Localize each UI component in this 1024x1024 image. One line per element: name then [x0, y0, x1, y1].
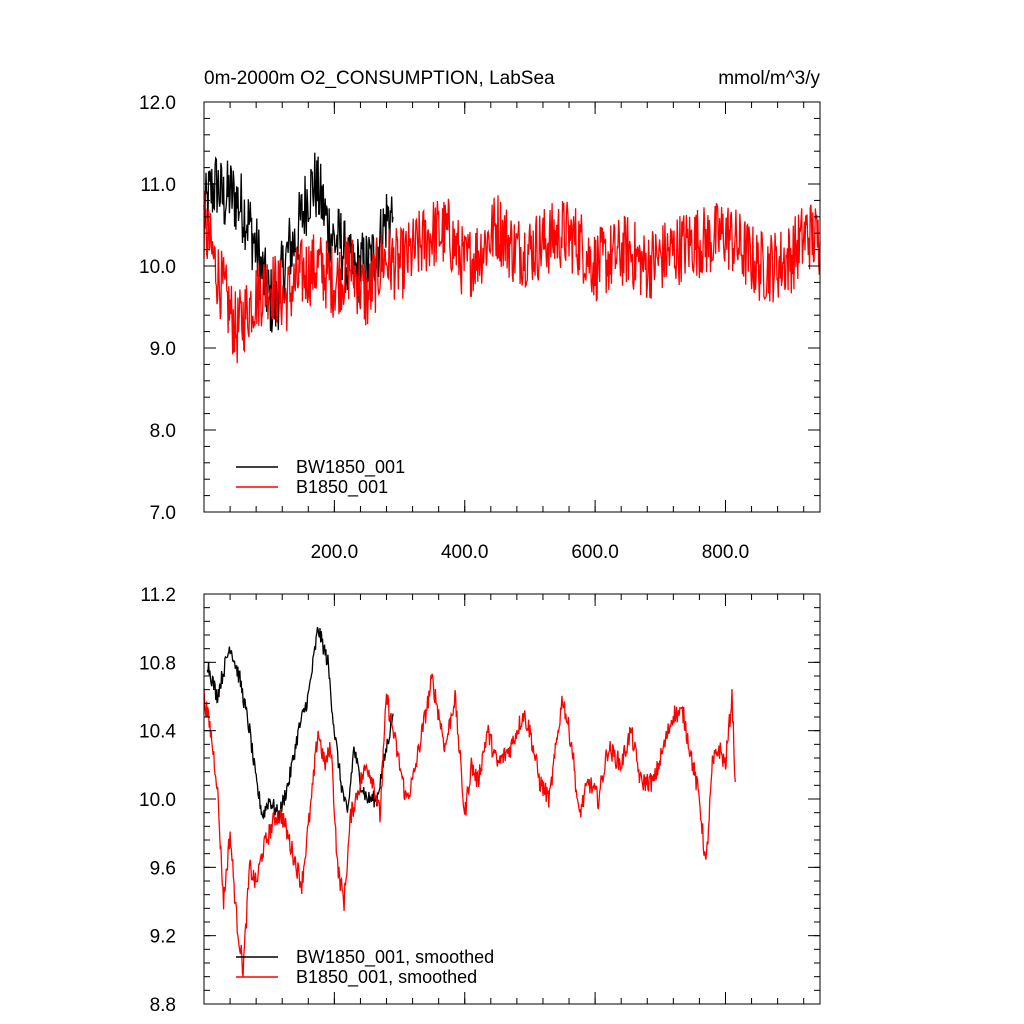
y-tick-label: 11.0 [140, 175, 176, 196]
x-tick-label: 400.0 [441, 542, 489, 563]
units-label: mmol/m^3/y [718, 68, 820, 89]
series-layer [203, 626, 736, 977]
y-tick-label: 11.2 [140, 585, 176, 606]
x-tick-label: 200.0 [311, 542, 359, 563]
y-tick-label: 10.0 [139, 790, 176, 811]
chart-title: 0m-2000m O2_CONSUMPTION, LabSea [204, 68, 555, 89]
legend-label: B1850_001, smoothed [296, 967, 477, 988]
series-line-1 [203, 190, 821, 364]
top-panel: 0m-2000m O2_CONSUMPTION, LabSea mmol/m^3… [139, 68, 821, 563]
y-tick-label: 7.0 [150, 503, 176, 524]
legend-label: B1850_001 [296, 477, 388, 498]
plot-frame [203, 101, 821, 513]
y-tick-label: 8.0 [150, 421, 176, 442]
series-line-1 [203, 673, 736, 977]
axes-layer: 7.0 8.0 9.0 10.0 11.0 12.0 200.0 400.0 600.0 800.… [139, 93, 820, 563]
series-layer [203, 152, 821, 364]
bottom-panel: 8.8 9.2 9.6 10.0 10.4 10.8 11.2 BW1850_001, sm… [139, 585, 821, 1016]
y-tick-label: 12.0 [139, 93, 176, 114]
series-line-0 [206, 626, 394, 822]
y-tick-label: 10.0 [139, 257, 176, 278]
x-tick-label: 600.0 [571, 542, 619, 563]
plot-frame [203, 593, 821, 1005]
legend-label: BW1850_001 [296, 457, 405, 478]
axes-layer: 8.8 9.2 9.6 10.0 10.4 10.8 11.2 [139, 585, 820, 1016]
x-tick-label: 800.0 [702, 542, 750, 563]
y-tick-label: 10.4 [139, 722, 176, 743]
y-tick-label: 8.8 [150, 995, 176, 1016]
y-tick-label: 10.8 [139, 653, 176, 674]
y-tick-label: 9.6 [150, 858, 176, 879]
y-tick-label: 9.2 [150, 927, 176, 948]
y-tick-label: 9.0 [150, 339, 176, 360]
series-line-0 [203, 152, 394, 333]
legend-label: BW1850_001, smoothed [296, 947, 494, 968]
